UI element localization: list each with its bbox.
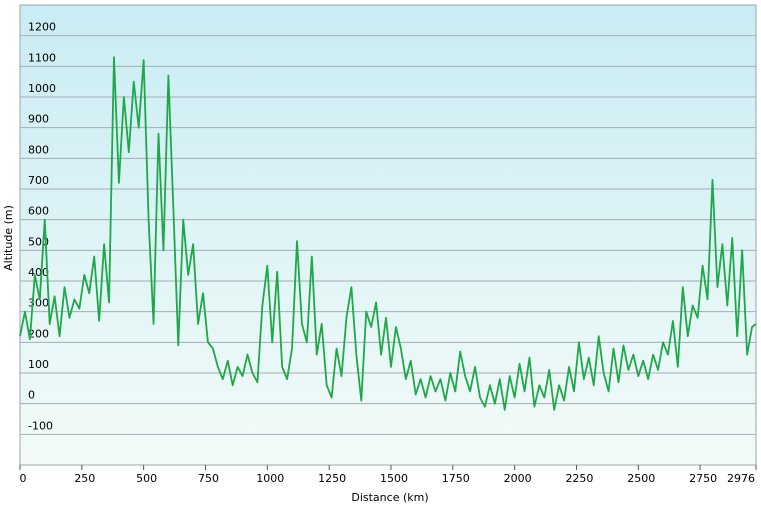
y-axis-label: Altitude (m) <box>2 205 15 271</box>
x-tick-label: 500 <box>136 472 157 485</box>
x-tick-label: 750 <box>198 472 219 485</box>
x-tick-label: 1250 <box>318 472 346 485</box>
x-tick-label: 2976 <box>727 472 755 485</box>
x-tick-label: 1500 <box>380 472 408 485</box>
x-tick-label: 1750 <box>442 472 470 485</box>
y-tick-label: 1000 <box>28 82 56 95</box>
y-tick-label: 1200 <box>28 21 56 34</box>
x-tick-label: 2250 <box>565 472 593 485</box>
x-tick-label: 1000 <box>256 472 284 485</box>
y-tick-label: 400 <box>28 266 49 279</box>
y-tick-label: 700 <box>28 174 49 187</box>
x-tick-label: 2750 <box>689 472 717 485</box>
y-tick-label: -100 <box>28 419 53 432</box>
y-tick-label: 0 <box>28 389 35 402</box>
y-tick-label: 800 <box>28 143 49 156</box>
x-tick-label: 250 <box>74 472 95 485</box>
y-tick-label: 200 <box>28 327 49 340</box>
y-tick-label: 1100 <box>28 51 56 64</box>
x-tick-label: 2000 <box>504 472 532 485</box>
altitude-line <box>19 56 757 411</box>
x-axis-label: Distance (km) <box>351 491 428 504</box>
y-tick-label: 900 <box>28 113 49 126</box>
x-tick-label: 2500 <box>627 472 655 485</box>
y-tick-label: 600 <box>28 205 49 218</box>
plot-area <box>19 4 757 466</box>
y-tick-label: 100 <box>28 358 49 371</box>
y-tick-label: 300 <box>28 297 49 310</box>
x-tick-label: 0 <box>20 472 27 485</box>
